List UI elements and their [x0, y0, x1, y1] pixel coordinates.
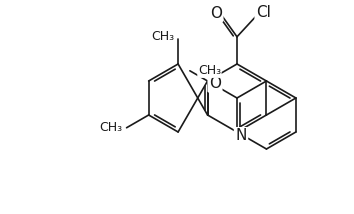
Text: O: O	[209, 76, 221, 91]
Text: CH₃: CH₃	[151, 30, 174, 43]
Text: N: N	[235, 128, 247, 144]
Text: Cl: Cl	[256, 5, 271, 20]
Text: CH₃: CH₃	[198, 64, 221, 77]
Text: O: O	[210, 6, 222, 21]
Text: CH₃: CH₃	[99, 121, 122, 134]
